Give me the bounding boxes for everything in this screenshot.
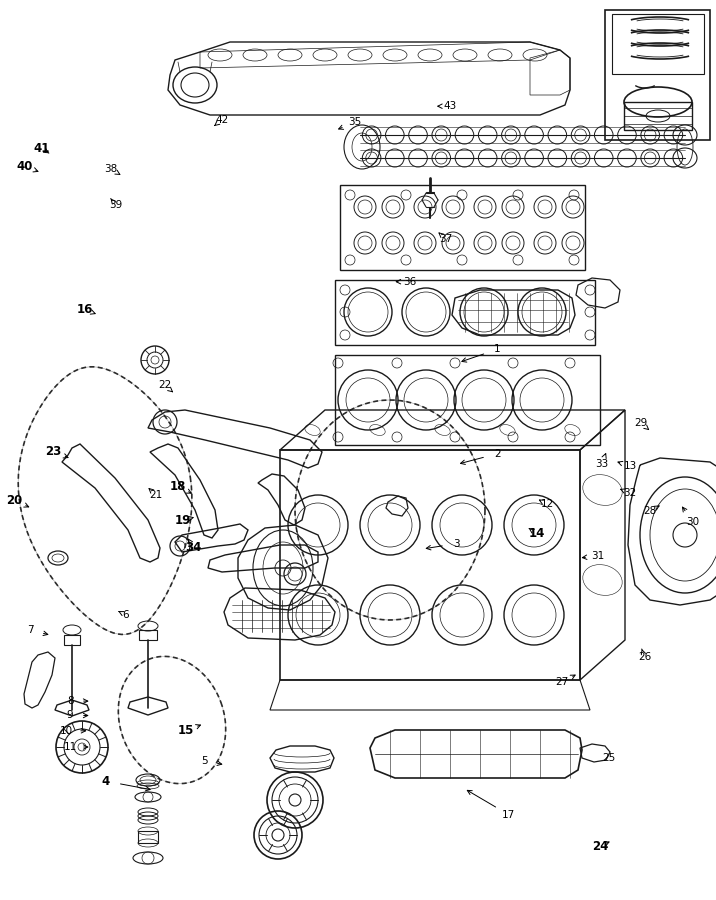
Text: 36: 36 bbox=[403, 276, 416, 287]
Text: 4: 4 bbox=[102, 775, 110, 788]
Text: 14: 14 bbox=[529, 527, 545, 540]
Text: 8: 8 bbox=[67, 696, 74, 706]
Text: 3: 3 bbox=[453, 538, 460, 549]
Text: 12: 12 bbox=[541, 499, 553, 509]
Bar bbox=[340, 185, 585, 270]
Text: 1: 1 bbox=[494, 344, 501, 355]
Text: 13: 13 bbox=[624, 461, 637, 472]
Bar bbox=[138, 831, 158, 843]
Text: 26: 26 bbox=[638, 652, 651, 662]
Bar bbox=[612, 14, 704, 74]
Text: 9: 9 bbox=[67, 710, 74, 721]
Text: 33: 33 bbox=[595, 459, 608, 470]
Bar bbox=[605, 10, 710, 140]
Bar bbox=[335, 355, 600, 445]
Text: 40: 40 bbox=[17, 160, 33, 173]
Text: 6: 6 bbox=[122, 609, 129, 620]
Bar bbox=[335, 280, 595, 345]
Text: 25: 25 bbox=[602, 752, 615, 763]
Text: 16: 16 bbox=[77, 303, 92, 316]
Text: 10: 10 bbox=[60, 725, 73, 736]
Text: 32: 32 bbox=[624, 488, 637, 499]
Text: 41: 41 bbox=[34, 142, 49, 155]
Text: 18: 18 bbox=[170, 480, 185, 492]
Text: 11: 11 bbox=[64, 742, 77, 752]
Text: 24: 24 bbox=[592, 840, 608, 852]
Text: 22: 22 bbox=[158, 380, 171, 391]
Bar bbox=[139, 630, 157, 640]
Text: 43: 43 bbox=[443, 101, 456, 112]
Text: 27: 27 bbox=[556, 677, 569, 688]
Text: 15: 15 bbox=[178, 724, 194, 737]
Text: 37: 37 bbox=[439, 233, 452, 244]
Text: 29: 29 bbox=[634, 418, 647, 428]
Text: 19: 19 bbox=[175, 514, 190, 526]
Text: 31: 31 bbox=[591, 551, 604, 562]
Text: 42: 42 bbox=[216, 114, 228, 125]
Bar bbox=[64, 635, 80, 645]
Text: 7: 7 bbox=[26, 625, 34, 635]
Bar bbox=[280, 450, 580, 680]
Text: 34: 34 bbox=[185, 541, 201, 554]
Text: 28: 28 bbox=[644, 506, 657, 517]
Text: 23: 23 bbox=[46, 446, 62, 458]
Text: 2: 2 bbox=[494, 448, 501, 459]
Text: 5: 5 bbox=[200, 755, 208, 766]
Text: 35: 35 bbox=[348, 117, 361, 128]
Text: 21: 21 bbox=[150, 490, 163, 500]
Text: 39: 39 bbox=[110, 200, 122, 211]
Text: 17: 17 bbox=[502, 809, 515, 820]
Text: 20: 20 bbox=[6, 494, 22, 507]
Text: 30: 30 bbox=[687, 517, 700, 527]
Text: 38: 38 bbox=[105, 164, 117, 175]
